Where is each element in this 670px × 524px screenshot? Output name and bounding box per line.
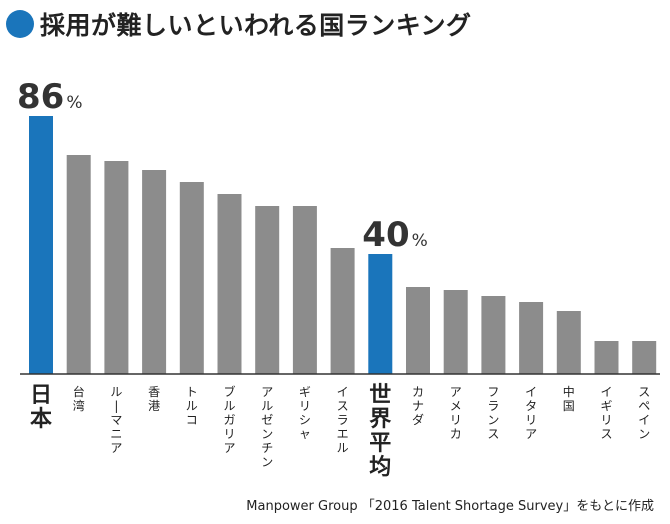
value-label-1: 86% xyxy=(17,77,82,117)
bar-12 xyxy=(443,290,468,374)
category-label-12: アメリカ xyxy=(450,385,462,441)
bar-16 xyxy=(594,341,619,374)
bar-1 xyxy=(29,116,53,374)
bar-7 xyxy=(255,206,280,374)
bar-13 xyxy=(481,296,506,374)
bar-15 xyxy=(556,311,581,374)
category-label-1: 日本 xyxy=(30,383,52,432)
category-label-13: フランス xyxy=(487,385,499,441)
bar-11 xyxy=(406,287,430,374)
category-label-4: 香港 xyxy=(148,385,160,413)
category-label-16: イギリス xyxy=(600,385,612,441)
value-label-2: 40% xyxy=(362,215,427,255)
bar-9 xyxy=(330,248,355,374)
bar-17 xyxy=(632,341,657,374)
category-label-10: 世界平均 xyxy=(369,383,391,480)
category-label-8: ギリシャ xyxy=(299,385,311,441)
bar-6 xyxy=(217,194,242,374)
category-label-2: 台湾 xyxy=(73,384,85,413)
bar-5 xyxy=(179,182,204,374)
category-label-7: アルゼンチン xyxy=(261,385,273,469)
source-note: Manpower Group 「2016 Talent Shortage Sur… xyxy=(246,499,654,514)
bar-14 xyxy=(519,302,544,374)
bar-2 xyxy=(66,155,91,374)
category-label-15: 中国 xyxy=(563,384,575,413)
chart-title: 採用が難しいといわれる国ランキング xyxy=(40,11,472,40)
bar-10 xyxy=(368,254,393,374)
category-label-5: トルコ xyxy=(186,385,198,427)
category-label-3: ル|マニア xyxy=(110,385,122,455)
category-label-11: カナダ xyxy=(412,385,424,427)
category-label-17: スペイン xyxy=(638,385,650,441)
bar-4 xyxy=(142,170,167,374)
bar-8 xyxy=(292,206,317,374)
category-label-14: イタリア xyxy=(525,385,537,441)
category-label-6: ブルガリア xyxy=(223,384,235,455)
category-label-9: イスラエル xyxy=(337,385,349,455)
title-bullet-icon xyxy=(6,10,34,38)
chart-title-row: 採用が難しいといわれる国ランキング xyxy=(6,6,472,42)
bar-3 xyxy=(104,161,129,374)
